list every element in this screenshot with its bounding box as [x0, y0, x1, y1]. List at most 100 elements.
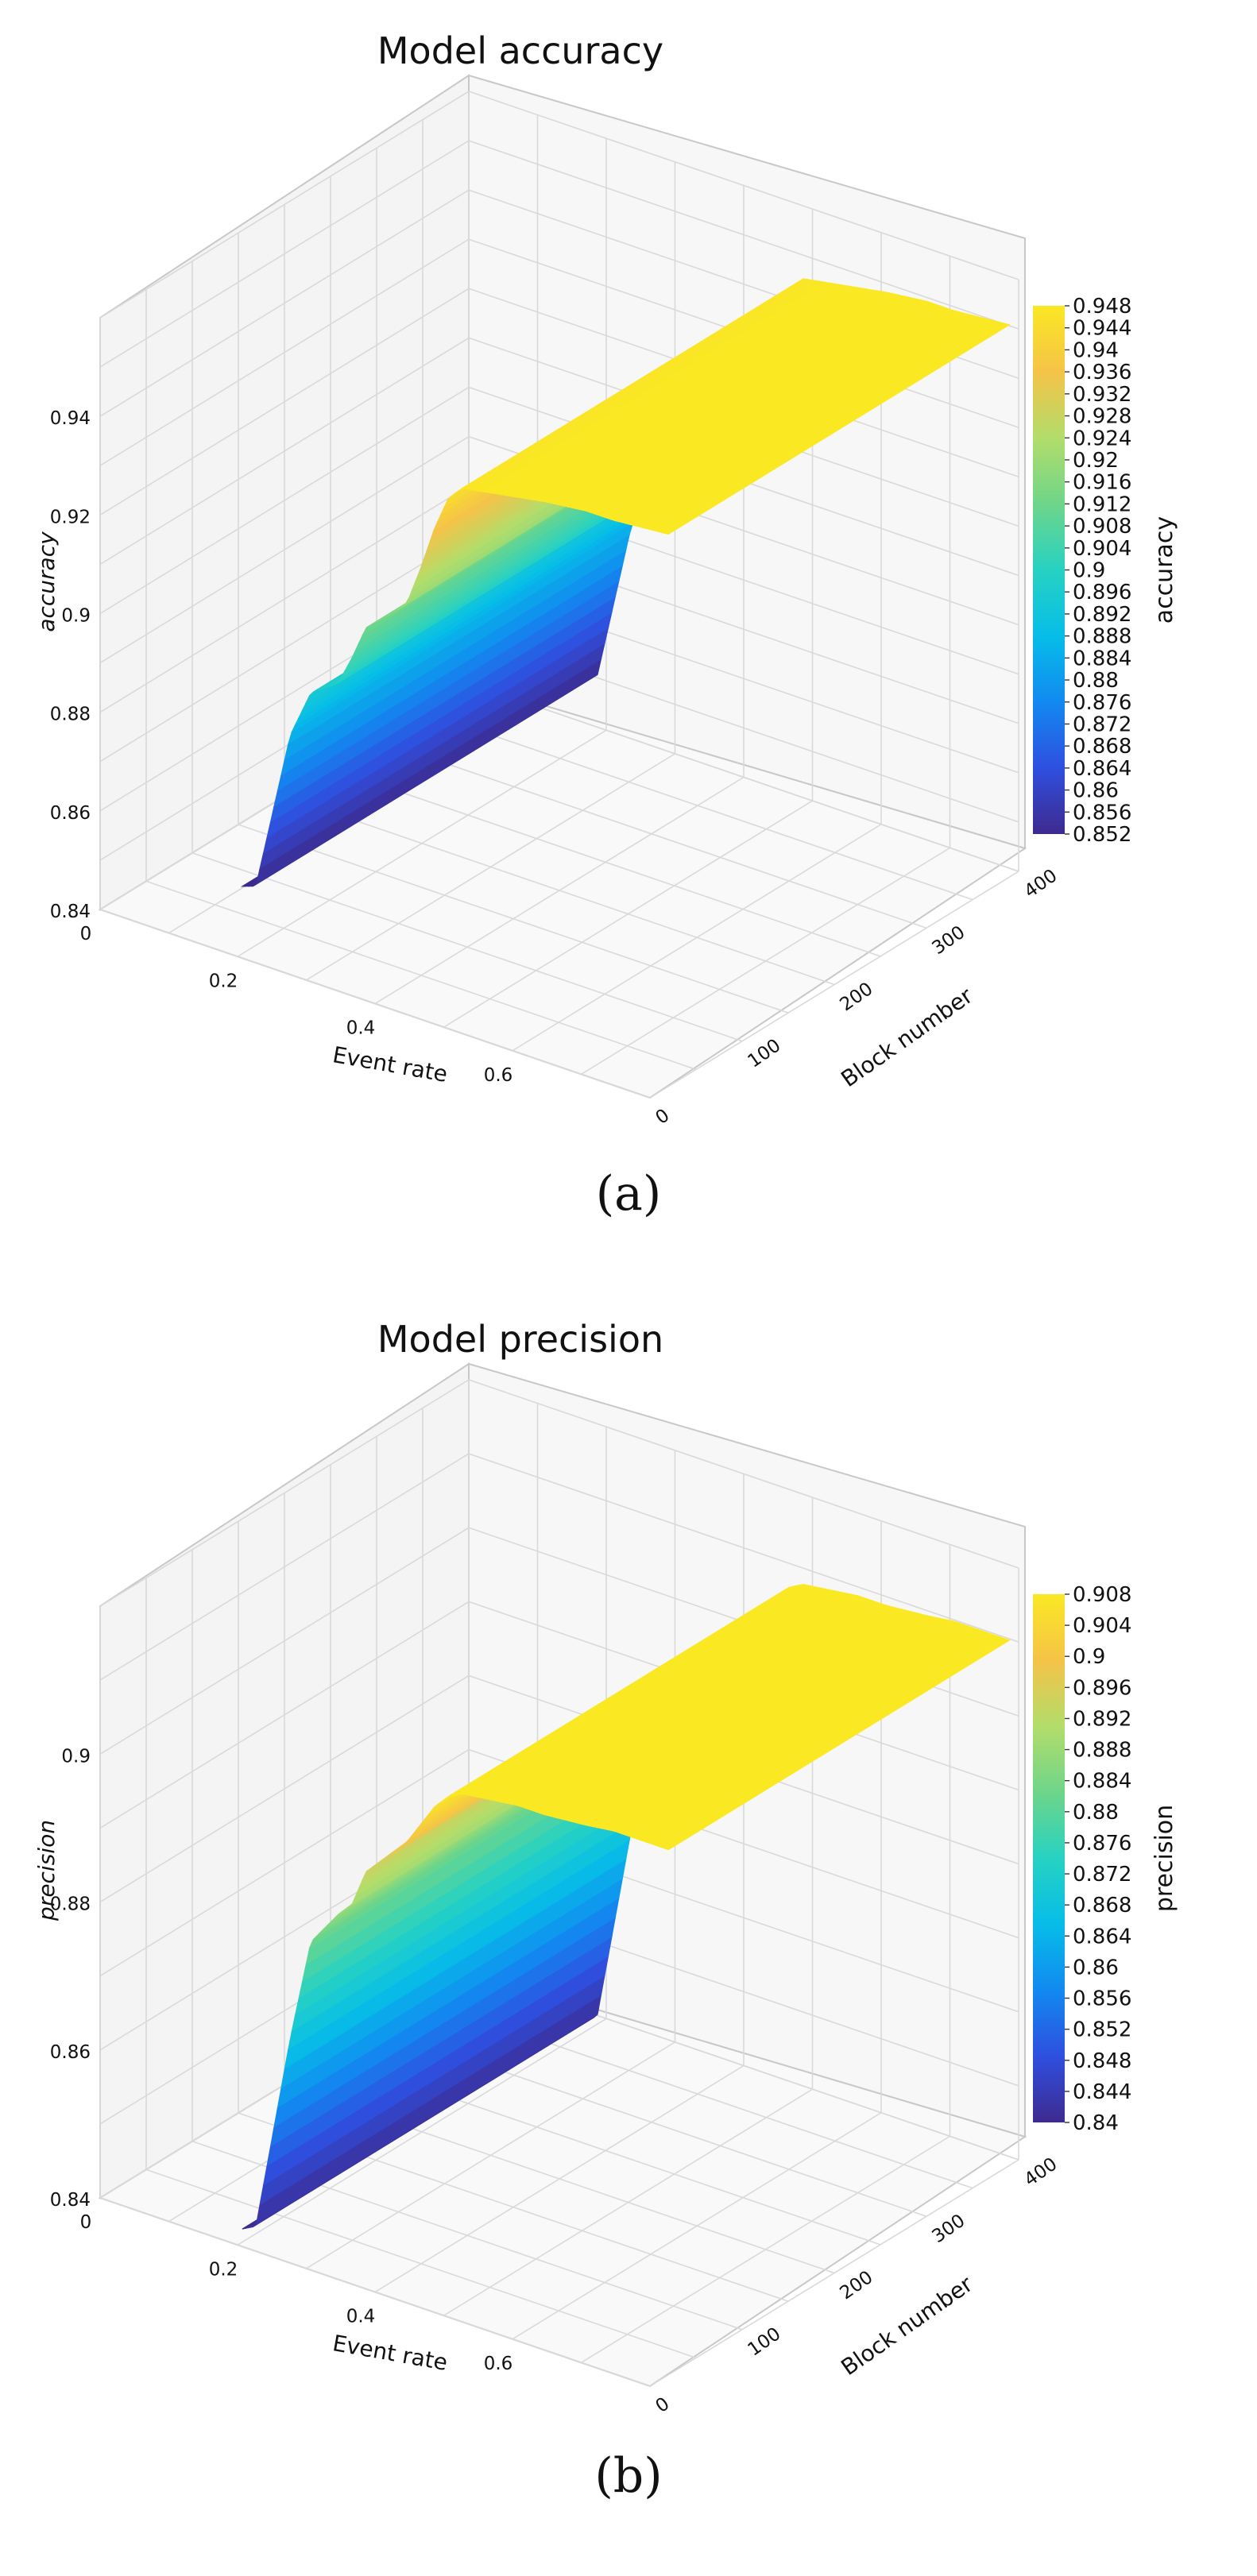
colorbar-tick-label: 0.948 — [1073, 295, 1131, 319]
floor-grid-y — [284, 795, 835, 986]
floor-grid-y — [99, 2197, 651, 2387]
colorbar-tick-label: 0.896 — [1073, 581, 1131, 604]
x-tick-label: 0.4 — [346, 2307, 376, 2327]
x-tick-label: 0 — [80, 924, 92, 944]
y-tick-label: 400 — [1021, 2153, 1062, 2190]
z-tick-label: 0.84 — [50, 902, 91, 922]
y-tick-label: 200 — [837, 2267, 877, 2304]
colorbar-tick-label: 0.9 — [1073, 1645, 1105, 1669]
x-axis-label: Event rate — [331, 2330, 450, 2376]
precision-chart: 0 0.2 0.4 0.6 0 100 200 300 400 0.84 0.86 0.88 0.9 Ev… — [33, 1318, 1178, 2417]
colorbar-tick-label: 0.896 — [1073, 1676, 1131, 1700]
colorbar-label: accuracy — [1151, 516, 1178, 624]
colorbar-tick-label: 0.888 — [1073, 1739, 1131, 1763]
colorbar-tick-label: 0.908 — [1073, 515, 1131, 539]
surface — [242, 1584, 1011, 2230]
colorbar-tick-label: 0.892 — [1073, 1707, 1131, 1731]
z-tick-label: 0.94 — [50, 408, 91, 429]
floor-grid-y — [145, 880, 697, 1071]
colorbar-tick-label: 0.876 — [1073, 691, 1131, 715]
colorbar-tick-label: 0.872 — [1073, 1863, 1131, 1887]
colorbar-tick-label: 0.864 — [1073, 757, 1131, 781]
x-tick-label: 0.6 — [484, 1065, 513, 1086]
colorbar-tick-label: 0.936 — [1073, 361, 1131, 384]
colorbar-tick-label: 0.904 — [1073, 537, 1131, 561]
colorbar-tick-label: 0.928 — [1073, 405, 1131, 429]
y-tick-label: 100 — [745, 1035, 785, 1072]
z-grid — [99, 386, 1019, 615]
floor-grid-y — [99, 909, 651, 1099]
colorbar-tick-label: 0.884 — [1073, 647, 1131, 670]
colorbar-tick-label: 0.944 — [1073, 317, 1131, 341]
colorbar-tick-label: 0.856 — [1073, 801, 1131, 825]
y-tick-label: 400 — [1021, 865, 1062, 902]
z-grid — [99, 140, 1019, 368]
z-grid — [99, 337, 1019, 566]
colorbar-label: precision — [1151, 1805, 1178, 1912]
z-grid — [99, 1453, 1019, 1681]
chart-title: Model precision — [377, 1318, 663, 1361]
z-axis-label: accuracy — [33, 531, 60, 632]
colorbar-tick-label: 0.852 — [1073, 2018, 1131, 2042]
colorbar-tick-label: 0.912 — [1073, 492, 1131, 516]
z-tick-label: 0.9 — [61, 1746, 91, 1767]
z-grid — [99, 435, 1019, 664]
surface-strip — [663, 323, 1011, 535]
x-tick-label: 0.2 — [209, 2259, 238, 2280]
x-tick-label: 0.2 — [209, 971, 238, 991]
accuracy-chart-panel: 0 0.2 0.4 0.6 0 100 200 300 400 0.84 0.86 0.88 0.9 0.… — [0, 0, 1257, 1239]
caption-a: (a) — [595, 1166, 662, 1222]
colorbar-tick-label: 0.88 — [1073, 1801, 1119, 1825]
colorbar-tick-label: 0.924 — [1073, 427, 1131, 450]
colorbar-tick-label: 0.868 — [1073, 1894, 1131, 1918]
colorbar-tick-label: 0.88 — [1073, 669, 1119, 693]
z-tick-label: 0.9 — [61, 606, 91, 627]
y-tick-label: 0 — [652, 1105, 674, 1129]
z-tick-label: 0.88 — [50, 705, 91, 725]
z-tick-label: 0.92 — [50, 507, 91, 527]
floor-grid-y — [330, 767, 881, 957]
z-tick-label: 0.88 — [50, 1894, 91, 1915]
x-tick-label: 0.6 — [484, 2354, 513, 2374]
floor-grid-y — [191, 852, 743, 1042]
colorbar-tick-label: 0.872 — [1073, 713, 1131, 736]
colorbar-tick-label: 0.916 — [1073, 471, 1131, 495]
colorbar-tick-label: 0.844 — [1073, 2080, 1131, 2104]
z-grid — [99, 1748, 1019, 1977]
caption-b: (b) — [594, 2448, 663, 2504]
colorbar-tick-label: 0.84 — [1073, 2111, 1119, 2135]
colorbar-tick-label: 0.884 — [1073, 1770, 1131, 1794]
colorbar-tick-label: 0.904 — [1073, 1614, 1131, 1638]
colorbar-tick-label: 0.86 — [1073, 1956, 1119, 1979]
z-grid — [99, 1379, 1019, 1607]
z-axis-label: precision — [33, 1820, 60, 1921]
x-tick-label: 0 — [80, 2212, 92, 2233]
colorbar-tick-label: 0.848 — [1073, 2049, 1131, 2073]
colorbar-tick-label: 0.876 — [1073, 1832, 1131, 1856]
z-tick-label: 0.86 — [50, 803, 91, 824]
floor-grid-y — [145, 2169, 697, 2359]
colorbar-tick-label: 0.86 — [1073, 779, 1119, 803]
precision-chart-panel: 0 0.2 0.4 0.6 0 100 200 300 400 0.84 0.86 0.88 0.9 Ev… — [0, 1288, 1257, 2528]
z-tick-label: 0.84 — [50, 2190, 91, 2211]
x-axis-label: Event rate — [331, 1041, 450, 1087]
z-grid — [99, 91, 1019, 319]
colorbar-tick-label: 0.888 — [1073, 625, 1131, 649]
z-tick-label: 0.86 — [50, 2042, 91, 2063]
colorbar-tick-label: 0.9 — [1073, 559, 1105, 583]
floor-grid-y — [238, 824, 789, 1014]
accuracy-chart: 00.20.40.601002003004000.840.860.880.90.… — [33, 29, 1178, 1129]
floor-grid-y — [376, 739, 927, 929]
colorbar-tick-label: 0.868 — [1073, 735, 1131, 759]
y-tick-label: 300 — [929, 2211, 969, 2247]
surface — [240, 278, 1011, 887]
floor-grid-y — [422, 710, 973, 901]
colorbar-tick-label: 0.932 — [1073, 383, 1131, 407]
y-tick-label: 200 — [837, 979, 877, 1015]
colorbar-tick-label: 0.892 — [1073, 603, 1131, 627]
colorbar-tick-label: 0.92 — [1073, 449, 1119, 473]
colorbar-tick-label: 0.852 — [1073, 823, 1131, 847]
chart-title: Model accuracy — [377, 29, 663, 72]
x-tick-label: 0.4 — [346, 1018, 376, 1039]
colorbar — [1033, 1594, 1065, 2122]
